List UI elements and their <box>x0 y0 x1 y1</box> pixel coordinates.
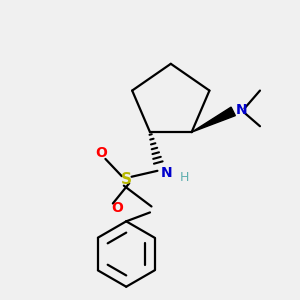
Text: O: O <box>111 201 123 215</box>
Text: N: N <box>160 166 172 180</box>
Text: N: N <box>236 103 247 117</box>
Polygon shape <box>192 107 235 132</box>
Text: O: O <box>95 146 107 160</box>
Text: H: H <box>180 171 189 184</box>
Text: S: S <box>121 172 132 187</box>
